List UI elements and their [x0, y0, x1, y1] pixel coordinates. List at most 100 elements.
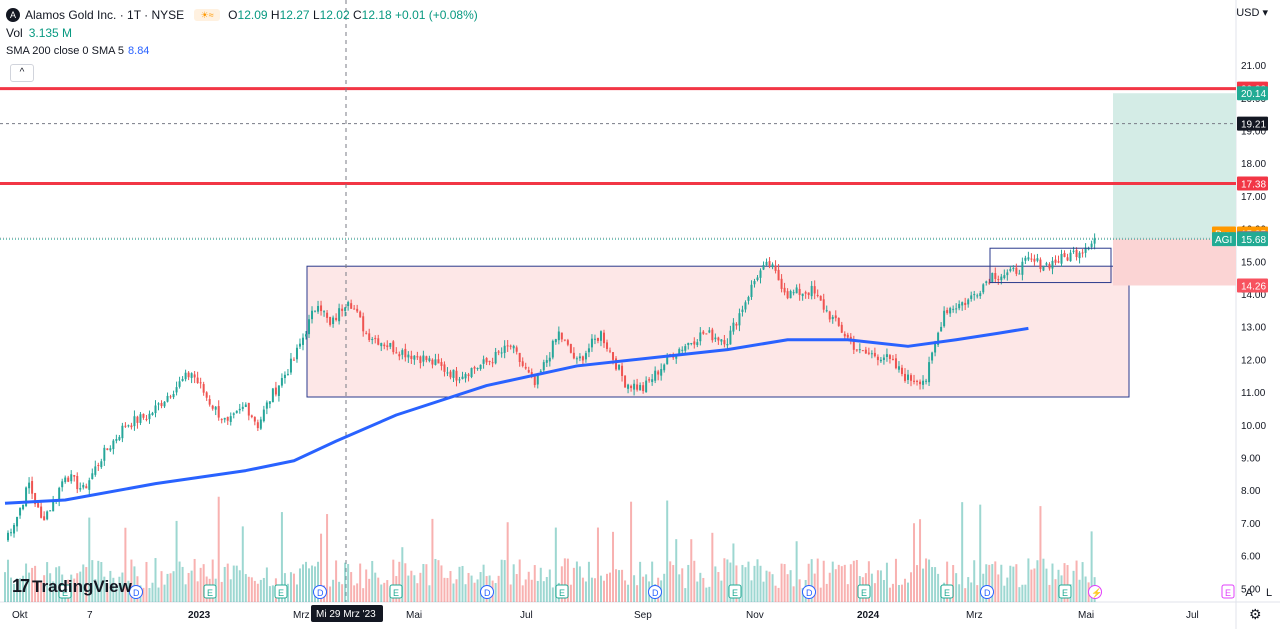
candle-body	[308, 319, 311, 335]
candle-body	[163, 401, 166, 407]
volume-bar	[148, 588, 151, 602]
earnings-icon: E	[274, 584, 288, 599]
candle-body	[464, 374, 467, 379]
candle	[735, 322, 738, 330]
event-letter: E	[207, 588, 213, 598]
time-tick-label: Mrz	[293, 610, 310, 621]
candle	[395, 347, 398, 354]
candle-body	[1009, 269, 1012, 271]
price-tick-label: 6.00	[1241, 552, 1261, 563]
auto-scale-button[interactable]: A	[1245, 587, 1253, 599]
candle-body	[467, 374, 470, 376]
volume-bar	[271, 585, 274, 602]
candle	[1021, 257, 1024, 281]
volume-bar	[497, 575, 500, 602]
candle	[885, 348, 888, 362]
price-badge-value: 14.26	[1241, 281, 1266, 292]
symbol-title[interactable]: Alamos Gold Inc. · 1T · NYSE	[25, 8, 185, 22]
candle	[922, 375, 925, 390]
volume-bar	[1003, 585, 1006, 602]
price-badge-value: 20.14	[1241, 89, 1266, 100]
candle-body	[220, 419, 223, 421]
event-letter: E	[62, 588, 68, 598]
volume-bar	[897, 584, 900, 602]
candle-body	[449, 371, 452, 378]
volume-bar	[500, 559, 503, 602]
volume-bar	[256, 583, 259, 602]
volume-bar	[25, 563, 28, 602]
volume-label: Vol	[6, 26, 23, 40]
candle-body	[855, 349, 858, 351]
volume-bar	[317, 561, 320, 602]
volume-bar	[76, 573, 79, 602]
volume-bar	[28, 572, 31, 602]
sma-label[interactable]: SMA 200 close 0 SMA 5	[6, 45, 125, 57]
log-scale-button[interactable]: L	[1265, 587, 1273, 599]
candle-body	[380, 343, 383, 347]
time-tick-label: Mai	[406, 610, 422, 621]
currency-selector[interactable]: USD ▾	[1236, 7, 1268, 19]
volume-bar	[52, 581, 55, 602]
candle	[1078, 251, 1081, 264]
event-letter: ⚡	[1091, 587, 1102, 599]
candle	[1051, 257, 1054, 275]
candle-body	[747, 297, 750, 301]
candle	[651, 374, 654, 386]
candle	[551, 339, 554, 360]
volume-bar	[404, 563, 407, 602]
volume-bar	[1084, 576, 1087, 602]
collapse-legend-button[interactable]: ^	[10, 64, 34, 82]
volume-bar	[997, 574, 1000, 602]
volume-bar	[732, 543, 735, 602]
candle-body	[160, 402, 163, 407]
volume-bar	[678, 574, 681, 602]
candle	[320, 300, 323, 316]
candle-body	[1036, 258, 1039, 261]
tradingview-logo[interactable]: 17 TradingView	[12, 576, 132, 597]
volume-bar	[572, 567, 575, 602]
volume-bar	[73, 578, 76, 602]
candle	[1015, 263, 1018, 277]
candle	[338, 303, 341, 325]
volume-bar	[711, 532, 714, 602]
volume-bar	[536, 580, 539, 602]
price-badge-bg	[1237, 232, 1268, 247]
volume-bar	[777, 587, 780, 602]
volume-bar	[768, 571, 771, 602]
candle-body	[633, 383, 636, 390]
candle	[169, 394, 172, 399]
event-bg	[980, 585, 994, 599]
candle	[777, 264, 780, 281]
volume-bar	[888, 587, 891, 602]
candle-body	[970, 295, 973, 299]
volume-bar	[509, 584, 512, 602]
candle	[852, 335, 855, 355]
candle	[648, 377, 651, 383]
candle	[572, 347, 575, 360]
candle-body	[675, 354, 678, 359]
candle-body	[97, 465, 100, 467]
volume-bar	[524, 579, 527, 602]
candle-body	[997, 279, 1000, 281]
change-value: +0.01 (+0.08%)	[395, 8, 478, 22]
candle-body	[16, 517, 19, 527]
candle	[220, 418, 223, 424]
volume-bar	[401, 547, 404, 602]
volume-bar	[609, 572, 612, 602]
candle	[894, 353, 897, 370]
candle	[259, 416, 262, 431]
candle	[955, 303, 958, 314]
volume-bar	[190, 570, 193, 602]
candle	[106, 448, 109, 451]
volume-bar	[145, 561, 148, 602]
settings-gear-icon[interactable]: ⚙	[1249, 606, 1262, 622]
volume-bar	[563, 558, 566, 602]
candle-body	[124, 425, 127, 427]
candle-body	[1072, 250, 1075, 252]
candle	[720, 339, 723, 346]
volume-bar	[43, 575, 46, 602]
candle-body	[807, 292, 810, 296]
candle-body	[934, 343, 937, 353]
candle-body	[13, 525, 16, 534]
